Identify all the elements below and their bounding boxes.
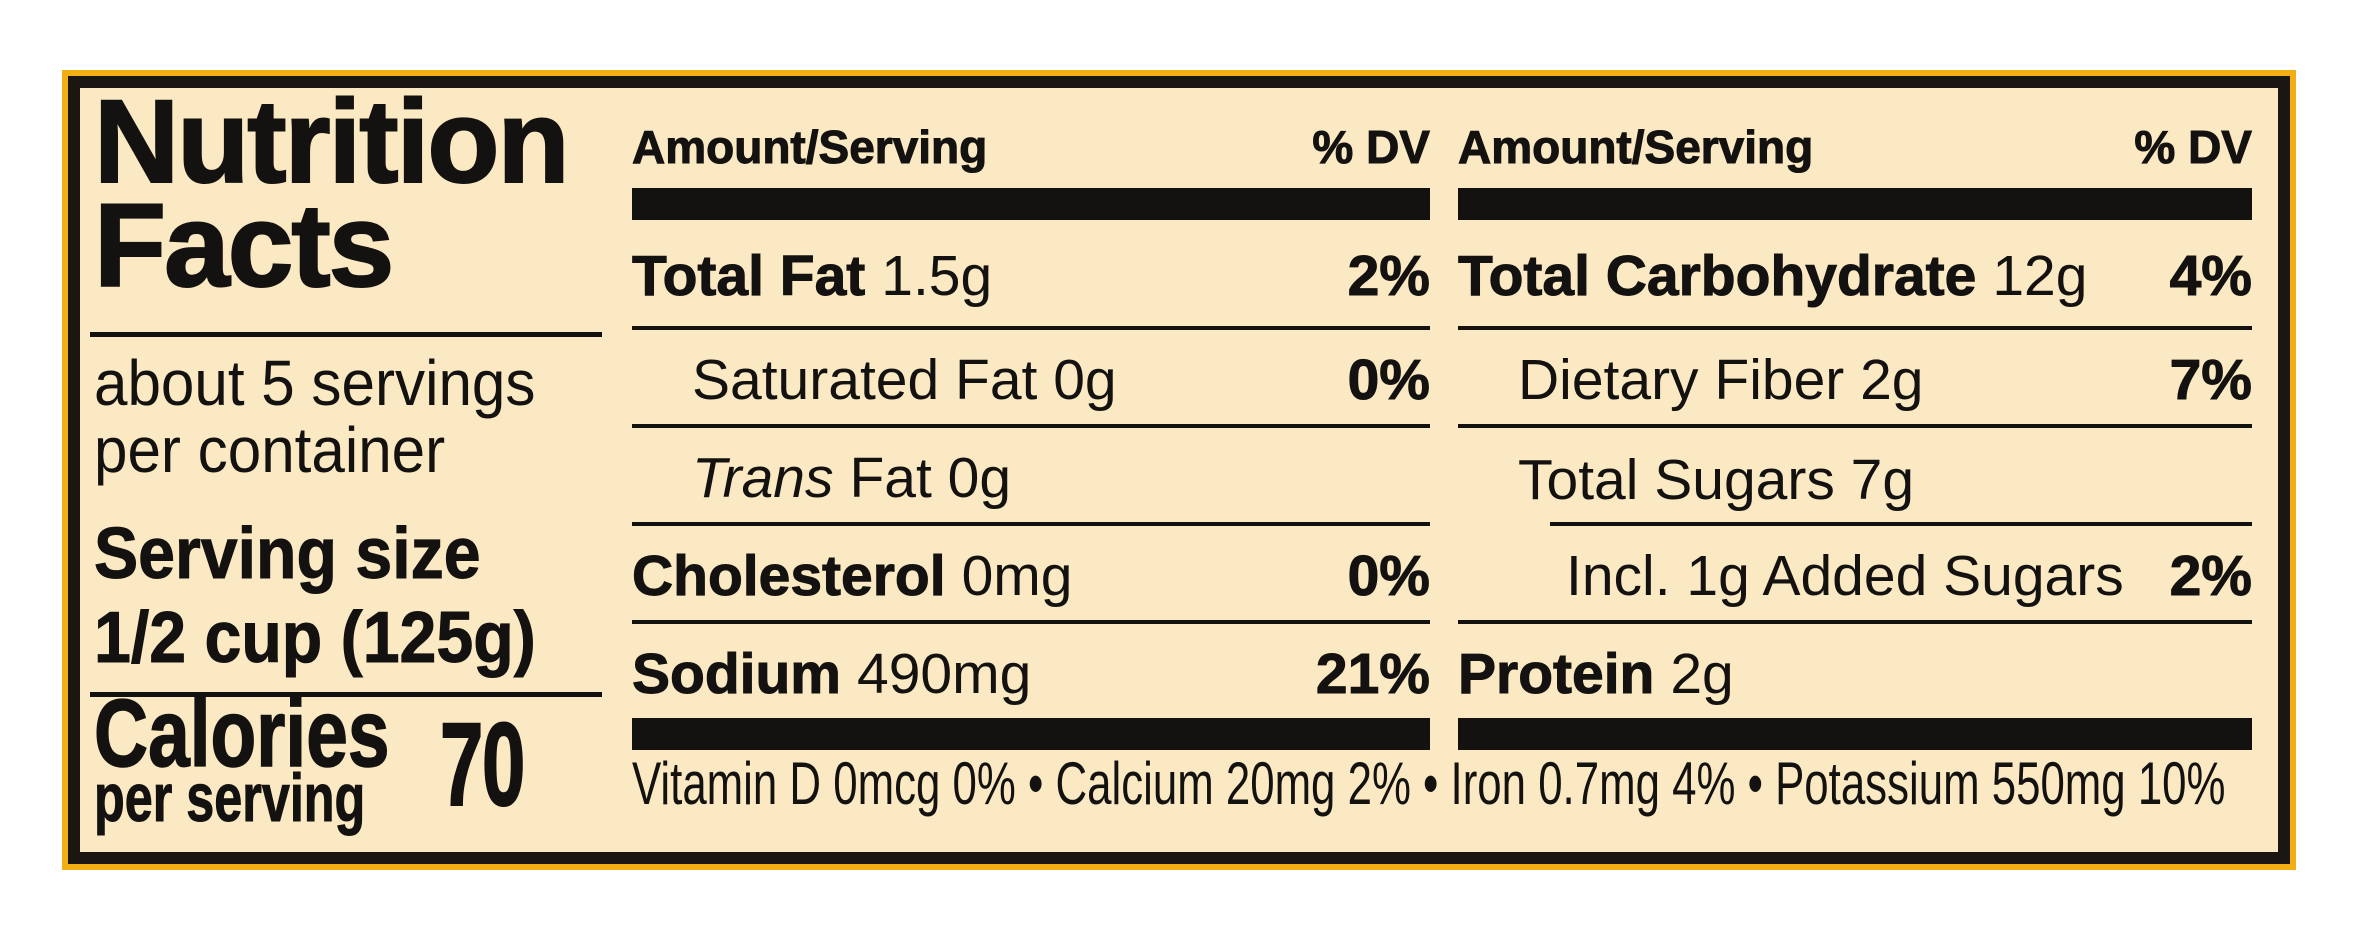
nutrient-name: Protein — [1457, 642, 1655, 707]
nutrient-row: Incl. 1g Added Sugars 2% — [1458, 526, 2253, 624]
servings-line1: about 5 servings — [94, 347, 536, 419]
nutrient-column-middle: Amount/Serving % DV Total Fat 1.5g 2% Satur… — [631, 88, 1431, 750]
nutrient-row: Protein 2g — [1457, 624, 2252, 718]
thick-bar-top — [632, 188, 1430, 220]
nutrient-amount: 2g — [1670, 642, 1734, 706]
nutrient-name-italic: Trans — [692, 446, 834, 510]
nutrient-daily-value: 4% — [2169, 244, 2252, 309]
nutrient-row: Total Sugars 7g — [1458, 428, 2252, 526]
nutrient-row: Sodium 490mg 21% — [632, 624, 1431, 718]
nutrient-daily-value: 2% — [2169, 544, 2252, 609]
header-amount-serving: Amount/Serving — [1457, 121, 1814, 174]
thick-bar-bottom — [632, 718, 1430, 750]
nutrient-rows: Total Carbohydrate 12g 4% Dietary Fiber 2g 7… — [1457, 220, 2253, 718]
nutrient-name: Cholesterol — [632, 544, 947, 609]
calories-label: Calories — [93, 680, 390, 787]
nutrient-amount: 490mg — [857, 642, 1032, 706]
nutrient-daily-value: 2% — [1347, 244, 1430, 309]
servings-line2: per container — [94, 414, 446, 486]
nutrient-row: Saturated Fat 0g 0% — [632, 330, 1431, 428]
nutrient-amount: Incl. 1g Added Sugars — [1566, 544, 2124, 608]
header-percent-dv: % DV — [2134, 121, 2253, 174]
micronutrients-text: Vitamin D 0mcg 0% • Calcium 20mg 2% • Ir… — [632, 750, 2226, 817]
column-header: Amount/Serving % DV — [1457, 88, 2253, 188]
header-amount-serving: Amount/Serving — [631, 121, 988, 174]
serving-size: Serving size 1/2 cup (125g) — [94, 512, 537, 680]
nutrient-amount: 1.5g — [881, 244, 993, 308]
calories-value: 70 — [439, 699, 526, 831]
nutrient-column-right: Amount/Serving % DV Total Carbohydrate 12… — [1457, 88, 2253, 750]
nutrient-daily-value: 0% — [1347, 544, 1430, 609]
serving-size-value: 1/2 cup (125g) — [94, 598, 537, 679]
nutrient-name: Total Fat — [631, 244, 866, 309]
nutrition-facts-panel: Nutrition Facts about 5 servings per con… — [68, 76, 2290, 864]
thick-bar-bottom — [1458, 718, 2252, 750]
nutrient-name: Sodium — [632, 642, 842, 707]
nutrient-amount: Fat 0g — [849, 446, 1012, 510]
nutrient-amount: Dietary Fiber 2g — [1518, 348, 1924, 412]
sub-divider — [1550, 522, 2252, 526]
panel-title-line1: Nutrition — [93, 76, 571, 208]
thick-bar-top — [1458, 188, 2252, 220]
panel-title: Nutrition Facts — [93, 76, 571, 312]
nutrient-amount: 12g — [1992, 244, 2088, 308]
nutrient-daily-value: 7% — [2169, 348, 2252, 413]
panel-title-line2: Facts — [93, 180, 395, 312]
nutrient-daily-value: 0% — [1347, 348, 1430, 413]
nutrient-amount: Saturated Fat 0g — [692, 348, 1117, 412]
nutrient-daily-value: 21% — [1315, 642, 1430, 707]
divider-under-title — [90, 332, 602, 337]
nutrient-row: Total Fat 1.5g 2% — [631, 220, 1431, 330]
nutrient-amount: 0mg — [961, 544, 1073, 608]
column-header: Amount/Serving % DV — [631, 88, 1431, 188]
calories-subtext: per serving — [94, 760, 366, 836]
serving-size-label: Serving size — [94, 514, 481, 595]
servings-per-container: about 5 servings per container — [94, 350, 535, 484]
nutrient-row: Dietary Fiber 2g 7% — [1458, 330, 2253, 428]
divider-above-calories — [90, 692, 602, 697]
nutrient-rows: Total Fat 1.5g 2% Saturated Fat 0g 0% Trans Fa… — [631, 220, 1431, 718]
nutrient-row: Cholesterol 0mg 0% — [632, 526, 1431, 624]
nutrient-row: Trans Fat 0g — [632, 428, 1430, 526]
header-percent-dv: % DV — [1312, 121, 1431, 174]
micronutrients-line: Vitamin D 0mcg 0% • Calcium 20mg 2% • Ir… — [632, 754, 2353, 814]
nutrient-name: Total Carbohydrate — [1457, 244, 1977, 309]
nutrient-amount: Total Sugars 7g — [1518, 448, 1915, 512]
nutrient-row: Total Carbohydrate 12g 4% — [1457, 220, 2253, 330]
